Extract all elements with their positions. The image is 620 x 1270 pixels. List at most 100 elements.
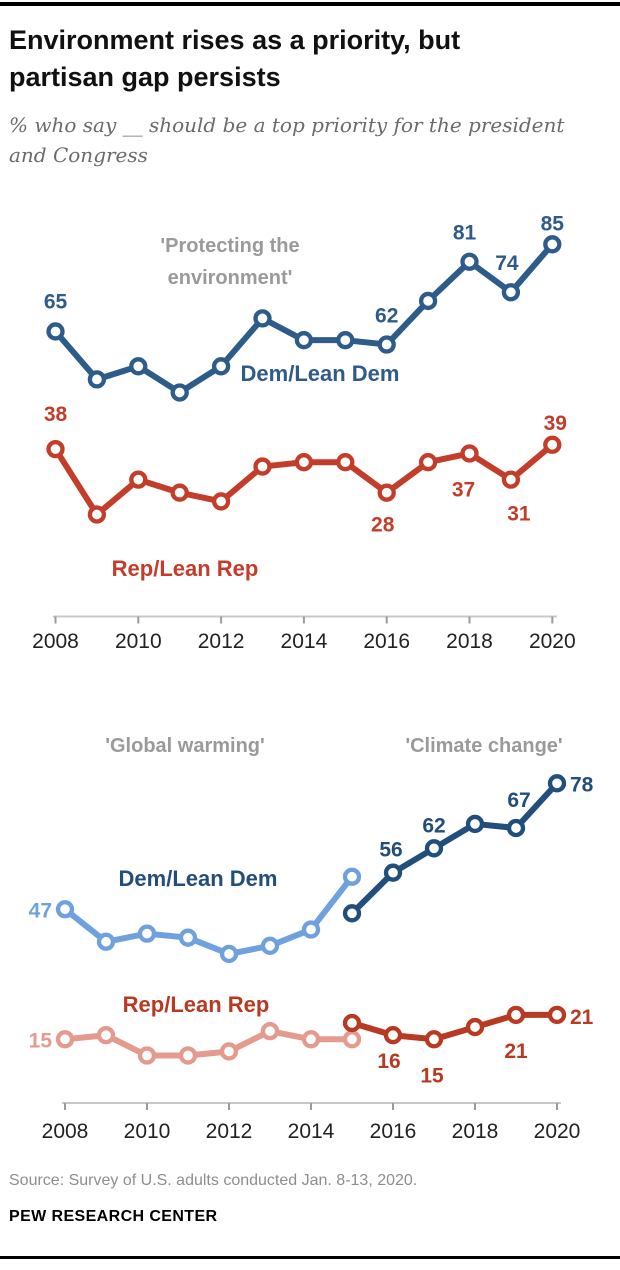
climate-change-rep-value-label: 21 [570,1006,594,1029]
dem-lean-dem-point [543,235,562,254]
climate-change-rep-point [547,1005,567,1025]
dem-lean-dem-label: Dem/Lean Dem [241,361,400,386]
dem-lean-dem-point [211,357,231,376]
rep-lean-rep-label: Rep/Lean Rep [112,556,259,581]
source-note: Source: Survey of U.S. adults conducted … [9,1172,418,1189]
climate-change-rep-value-label: 16 [377,1050,400,1073]
x-axis-label: 2018 [446,630,493,653]
global-warming-dem-point [178,928,198,947]
climate-change-dem-value-label: 78 [570,773,594,796]
dem-lean-dem-point [46,322,65,341]
global-warming-rep-point [260,1021,280,1041]
x-axis-label: 2010 [124,1120,171,1143]
dem-lean-dem-value-label: 65 [44,290,68,313]
rep-lean-rep-point [170,483,189,502]
dem-lean-dem-value-label: 74 [495,252,519,275]
rep-lean-rep-point [460,444,479,463]
global-warming-rep-value-label: 15 [29,1029,53,1052]
dem-lean-dem-point [129,357,148,376]
x-axis-label: 2008 [42,1120,89,1143]
chart-subtitle-line1: % who say __ should be a top priority fo… [9,113,565,137]
question-wording-label: 'Protecting the [160,235,299,257]
x-axis-label: 2020 [534,1120,581,1143]
global-warming-rep-point [137,1046,157,1065]
x-axis-label: 2020 [529,630,576,653]
rep-lean-rep-point [377,483,396,502]
x-axis-label: 2008 [32,630,79,653]
climate-change-rep-label: Rep/Lean Rep [123,992,270,1017]
global-warming-rep-point [55,1030,75,1049]
rep-lean-rep-value-label: 38 [44,403,68,426]
dem-lean-dem-point [501,283,521,302]
dem-lean-dem-point [460,252,479,271]
dem-lean-dem-point [170,383,189,402]
rep-lean-rep-value-label: 28 [371,514,395,537]
climate-change-rep-point [506,1005,526,1025]
climate-change-rep-point [424,1030,444,1049]
x-axis-label: 2010 [115,630,162,653]
rep-lean-rep-point [501,470,521,489]
dem-lean-dem-value-label: 85 [541,212,565,235]
dem-lean-dem-point [336,331,355,350]
question-wording-label: environment' [168,267,293,289]
climate-change-rep-point [342,1013,362,1033]
climate-change-dem-point [424,839,444,858]
chart-subtitle: % who say __ should be a top priority fo… [9,110,609,170]
global-warming-rep-point [178,1046,198,1065]
page-title-line2: partisan gap persists [9,62,281,92]
x-axis-label: 2012 [206,1120,253,1143]
global-warming-dem-value-label: 47 [29,899,52,922]
question-wording-label: 'Global warming' [105,735,265,757]
x-axis-label: 2018 [452,1120,499,1143]
x-axis-label: 2014 [281,630,328,653]
climate-change-rep-line [349,1011,560,1043]
global-warming-rep-point [301,1030,321,1049]
x-axis-label: 2014 [288,1120,335,1143]
x-axis-label: 2016 [363,630,410,653]
chart-subtitle-line2: and Congress [9,143,148,167]
climate-change-dem-line [349,780,560,917]
rep-lean-rep-point [211,492,231,511]
climate-change-dem-point [465,814,485,834]
rep-lean-rep-point [294,453,314,472]
rep-lean-rep-value-label: 37 [452,478,475,501]
rep-lean-rep-point [87,505,107,524]
climate-change-rep-value-label: 21 [504,1040,528,1063]
global-warming-dem-point [342,867,362,886]
global-warming-rep-point [96,1026,116,1045]
page-title-line1: Environment rises as a priority, but [9,25,461,55]
rep-lean-rep-point [336,453,355,472]
chart-protecting-the-environment: 2008 2010 2012 2014 2016 2018 2020 'Protecting … [32,212,576,653]
climate-change-dem-value-label: 56 [379,839,402,862]
rep-lean-rep-value-label: 31 [507,503,531,526]
dem-lean-dem-point [294,331,314,350]
dem-lean-dem-point [87,370,107,389]
rep-lean-rep-point [129,470,148,489]
top-rule [0,2,620,6]
rep-lean-rep-value-label: 39 [544,412,567,435]
global-warming-dem-point [260,936,280,955]
climate-change-dem-point [383,863,403,882]
dem-lean-dem-value-label: 81 [453,222,477,245]
climate-change-dem-point [342,904,362,923]
x-axis-label: 2012 [198,630,245,653]
chart-global-warming-climate-change: 2008 2010 2012 2014 2016 2018 2020 'Global warm… [29,735,594,1143]
dem-lean-dem-point [377,335,396,354]
climate-change-rep-value-label: 15 [420,1064,444,1087]
climate-change-dem-point [506,818,526,838]
climate-change-dem-point [547,774,567,793]
page-title: Environment rises as a priority, but part… [9,22,609,96]
climate-change-dem-value-label: 67 [507,789,530,812]
global-warming-rep-point [219,1042,239,1061]
rep-lean-rep-point [543,435,562,454]
global-warming-rep-point [342,1030,362,1049]
x-axis-label: 2016 [370,1120,417,1143]
global-warming-dem-point [96,932,116,951]
bottom-rule [0,1256,620,1259]
global-warming-dem-point [301,920,321,939]
global-warming-dem-point [219,944,239,964]
dem-lean-dem-point [418,291,438,311]
rep-lean-rep-point [418,453,438,472]
rep-lean-rep-point [46,439,65,459]
brand-pew-research-center: PEW RESEARCH CENTER [9,1208,218,1225]
